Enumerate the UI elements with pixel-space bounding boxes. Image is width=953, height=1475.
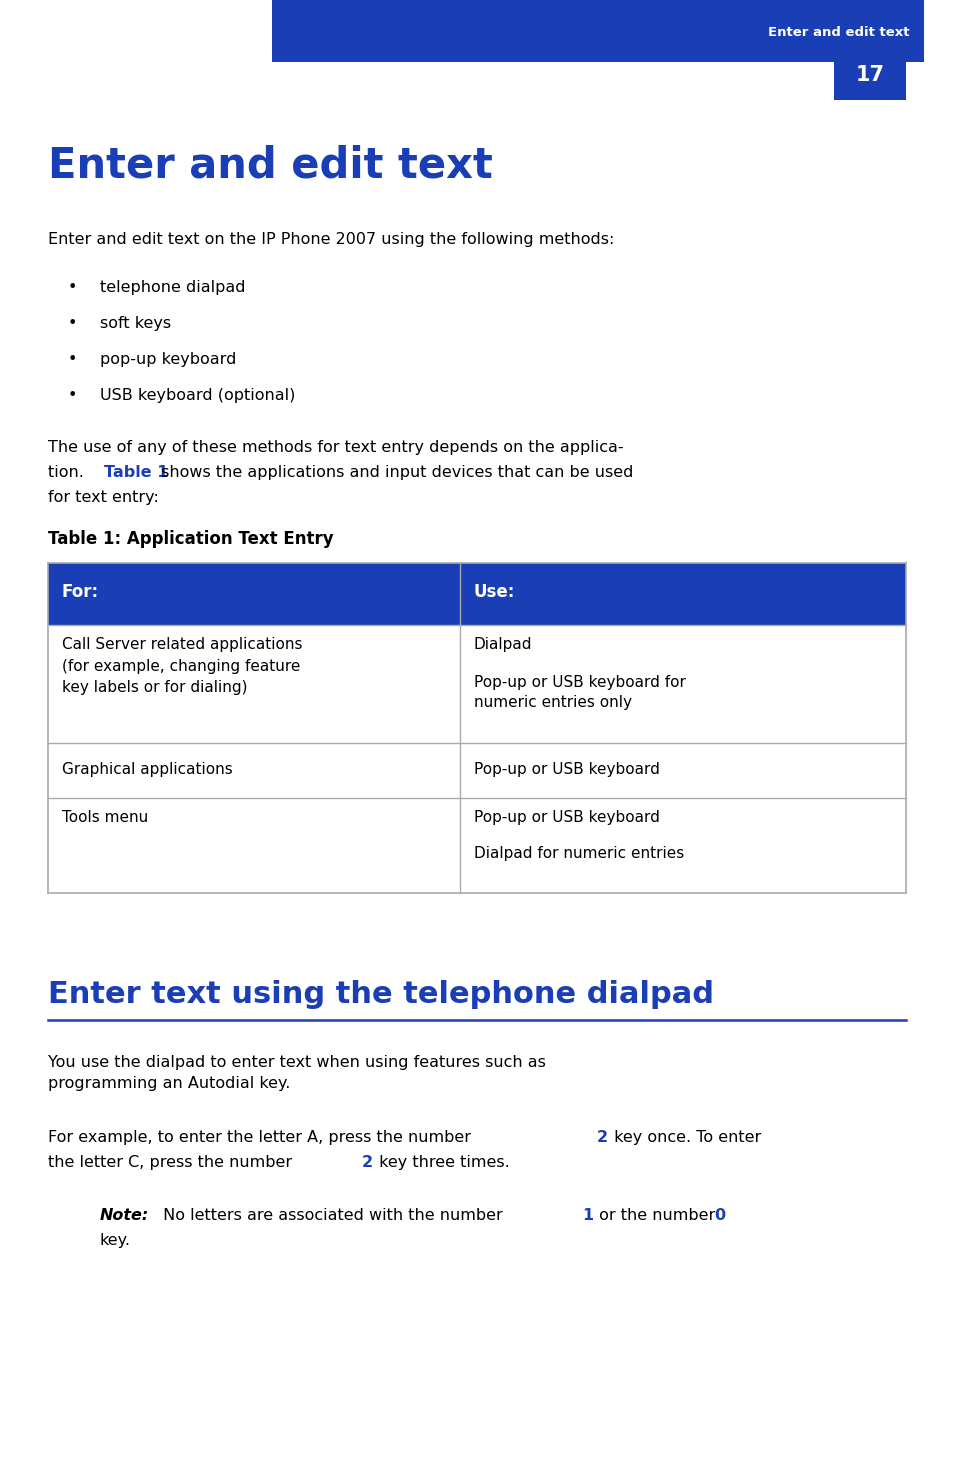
Text: shows the applications and input devices that can be used: shows the applications and input devices… (156, 465, 633, 479)
Text: Dialpad: Dialpad (474, 637, 532, 652)
Text: Enter and edit text on the IP Phone 2007 using the following methods:: Enter and edit text on the IP Phone 2007… (48, 232, 614, 246)
Text: Graphical applications: Graphical applications (62, 763, 233, 777)
Text: •: • (68, 316, 77, 330)
Text: Enter text using the telephone dialpad: Enter text using the telephone dialpad (48, 979, 713, 1009)
Text: telephone dialpad: telephone dialpad (100, 280, 245, 295)
Text: the letter C, press the number: the letter C, press the number (48, 1155, 297, 1170)
Bar (833, 50, 905, 100)
Text: 17: 17 (855, 65, 883, 86)
Text: The use of any of these methods for text entry depends on the applica-: The use of any of these methods for text… (48, 440, 623, 454)
Text: Dialpad for numeric entries: Dialpad for numeric entries (474, 847, 683, 861)
Text: tion.: tion. (48, 465, 94, 479)
Text: USB keyboard (optional): USB keyboard (optional) (100, 388, 295, 403)
Text: Note:: Note: (100, 1208, 149, 1223)
Text: key once. To enter: key once. To enter (608, 1130, 760, 1145)
Text: soft keys: soft keys (100, 316, 171, 330)
Text: •: • (68, 280, 77, 295)
Text: 0: 0 (713, 1208, 724, 1223)
Text: pop-up keyboard: pop-up keyboard (100, 353, 236, 367)
Text: or the number: or the number (594, 1208, 720, 1223)
Text: No letters are associated with the number: No letters are associated with the numbe… (158, 1208, 507, 1223)
Bar (48, 563, 905, 625)
Text: Use:: Use: (474, 583, 515, 600)
Text: Tools menu: Tools menu (62, 810, 148, 825)
Text: Pop-up or USB keyboard: Pop-up or USB keyboard (474, 763, 659, 777)
Text: •: • (68, 353, 77, 367)
Text: 1: 1 (581, 1208, 593, 1223)
Text: for text entry:: for text entry: (48, 490, 159, 504)
Text: Call Server related applications
(for example, changing feature
key labels or fo: Call Server related applications (for ex… (62, 637, 302, 695)
Text: key three times.: key three times. (374, 1155, 509, 1170)
Text: Pop-up or USB keyboard: Pop-up or USB keyboard (474, 810, 659, 825)
Text: •: • (68, 388, 77, 403)
Text: Pop-up or USB keyboard for
numeric entries only: Pop-up or USB keyboard for numeric entri… (474, 676, 685, 709)
Text: 2: 2 (597, 1130, 607, 1145)
Text: For example, to enter the letter A, press the number: For example, to enter the letter A, pres… (48, 1130, 476, 1145)
Text: For:: For: (62, 583, 99, 600)
Text: key.: key. (100, 1233, 131, 1248)
Text: 2: 2 (361, 1155, 373, 1170)
Text: Enter and edit text: Enter and edit text (48, 145, 493, 187)
Text: You use the dialpad to enter text when using features such as
programming an Aut: You use the dialpad to enter text when u… (48, 1055, 545, 1092)
Text: Enter and edit text: Enter and edit text (768, 27, 909, 40)
Text: Table 1: Table 1 (104, 465, 168, 479)
Text: Table 1: Application Text Entry: Table 1: Application Text Entry (48, 530, 334, 549)
Bar (272, 0, 923, 62)
